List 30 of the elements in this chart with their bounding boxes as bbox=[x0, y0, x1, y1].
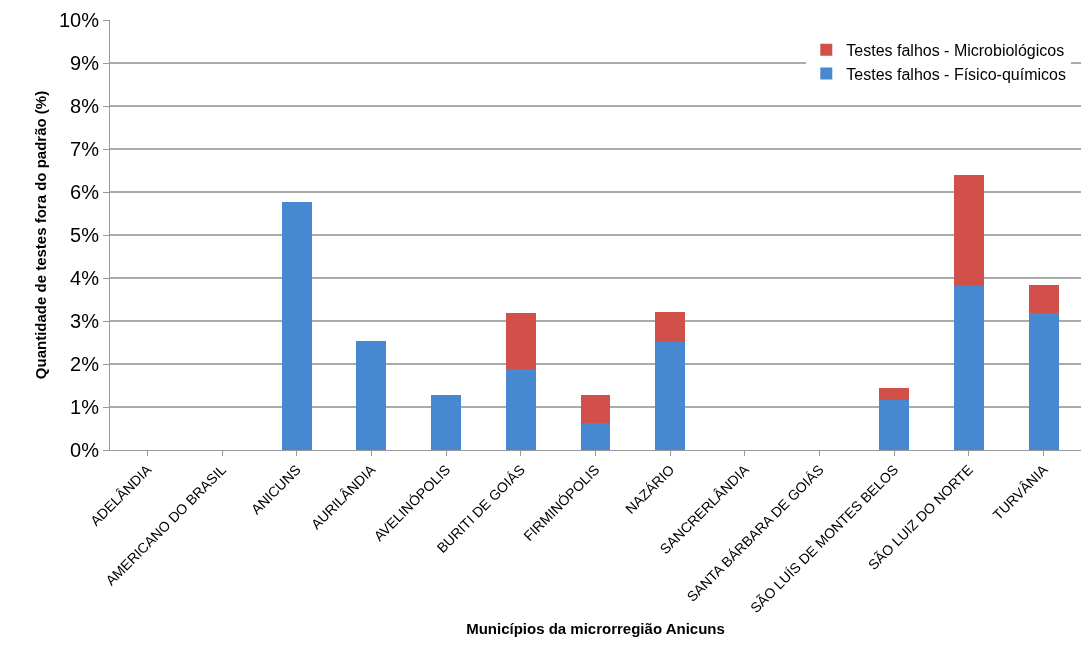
bar bbox=[655, 312, 686, 342]
y-tick-label: 0% bbox=[70, 439, 100, 461]
bar bbox=[954, 174, 984, 286]
y-tick-label: 5% bbox=[70, 224, 100, 246]
legend-label: Testes falhos - Físico-químicos bbox=[846, 65, 1066, 83]
y-tick-label: 9% bbox=[70, 52, 100, 74]
bar bbox=[1028, 285, 1059, 314]
y-axis-title: Quantidade de testes fora do padrão (%) bbox=[32, 90, 50, 380]
y-tick-label: 1% bbox=[70, 396, 100, 418]
legend-label: Testes falhos - Microbiológicos bbox=[846, 42, 1065, 60]
y-tick-label: 8% bbox=[70, 95, 100, 117]
y-tick-label: 7% bbox=[70, 138, 100, 160]
bar bbox=[879, 388, 910, 401]
bar bbox=[954, 285, 984, 450]
bar bbox=[1028, 313, 1059, 450]
bar bbox=[655, 341, 686, 450]
y-tick-label: 2% bbox=[70, 353, 100, 375]
y-tick-label: 10% bbox=[58, 9, 100, 31]
y-tick-label: 6% bbox=[70, 181, 100, 203]
bar bbox=[281, 202, 312, 450]
x-axis-title: Municípios da microrregião Anicuns bbox=[466, 619, 725, 637]
bar bbox=[505, 368, 536, 450]
bar bbox=[580, 423, 611, 450]
y-tick-label: 3% bbox=[70, 310, 100, 332]
bar bbox=[879, 400, 910, 450]
bar bbox=[580, 395, 611, 424]
bar bbox=[431, 395, 462, 450]
y-tick-label: 4% bbox=[70, 267, 100, 289]
bar bbox=[356, 340, 387, 450]
bar bbox=[505, 312, 536, 369]
